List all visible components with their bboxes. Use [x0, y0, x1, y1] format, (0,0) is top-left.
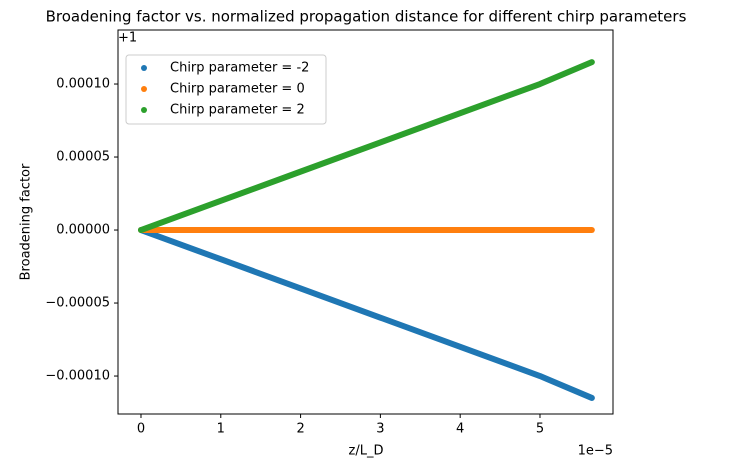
x-axis-label: z/L_D: [349, 444, 384, 459]
legend-box: [125, 54, 327, 125]
plot-frame: [117, 29, 614, 415]
series-line: [137, 59, 595, 234]
series-line: [137, 227, 595, 401]
y-tick-label: 0.00005: [56, 150, 110, 165]
x-multiplier-text: 1e−5: [578, 444, 613, 459]
x-tick-label: 4: [456, 422, 464, 437]
legend-label: Chirp parameter = 2: [170, 103, 305, 118]
y-tick-label: 0.00010: [56, 77, 110, 92]
y-tick-label: 0.00000: [56, 223, 110, 238]
legend-label: Chirp parameter = -2: [170, 61, 309, 76]
x-tick-label: 0: [137, 422, 145, 437]
legend-label: Chirp parameter = 0: [170, 82, 305, 97]
x-tick-label: 1: [217, 422, 225, 437]
y-tick-label: −0.00005: [45, 296, 110, 311]
legend-marker: [141, 86, 147, 92]
y-offset-text: +1: [118, 31, 137, 46]
x-tick-label: 5: [536, 422, 544, 437]
legend-marker: [141, 65, 147, 71]
x-tick-label: 3: [376, 422, 384, 437]
x-tick-label: 2: [296, 422, 304, 437]
y-tick-label: −0.00010: [45, 369, 110, 384]
y-axis-label: Broadening factor: [19, 163, 34, 280]
legend-marker: [141, 107, 147, 113]
chart-title: Broadening factor vs. normalized propaga…: [46, 8, 687, 26]
